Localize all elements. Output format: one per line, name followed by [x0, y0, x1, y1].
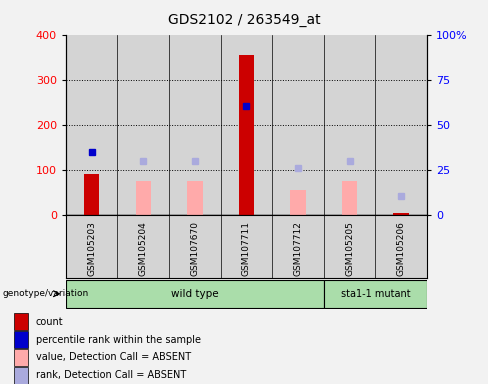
Text: GSM105204: GSM105204 — [139, 221, 148, 276]
Text: rank, Detection Call = ABSENT: rank, Detection Call = ABSENT — [36, 370, 186, 380]
Text: GSM107712: GSM107712 — [293, 221, 303, 276]
Bar — [393, 213, 409, 215]
Text: value, Detection Call = ABSENT: value, Detection Call = ABSENT — [36, 353, 191, 362]
Bar — [15, 349, 28, 366]
Text: sta1-1 mutant: sta1-1 mutant — [341, 289, 410, 299]
Text: count: count — [36, 317, 63, 327]
Bar — [290, 190, 306, 215]
Bar — [342, 181, 357, 215]
Bar — [375, 35, 427, 215]
Text: GSM105205: GSM105205 — [345, 221, 354, 276]
Text: genotype/variation: genotype/variation — [2, 289, 89, 298]
Bar — [136, 181, 151, 215]
Bar — [324, 280, 427, 308]
Bar — [118, 35, 169, 215]
Bar — [239, 55, 254, 215]
Bar — [187, 181, 203, 215]
Bar — [169, 35, 221, 215]
Text: GSM107670: GSM107670 — [190, 221, 200, 276]
Text: GSM107711: GSM107711 — [242, 221, 251, 276]
Text: percentile rank within the sample: percentile rank within the sample — [36, 334, 201, 344]
Bar — [15, 331, 28, 348]
Text: GSM105203: GSM105203 — [87, 221, 96, 276]
Bar — [15, 367, 28, 384]
Bar — [272, 35, 324, 215]
Bar — [84, 174, 100, 215]
Text: wild type: wild type — [171, 289, 219, 299]
Bar — [15, 313, 28, 330]
Bar — [324, 35, 375, 215]
Text: GDS2102 / 263549_at: GDS2102 / 263549_at — [168, 13, 320, 27]
Text: GSM105206: GSM105206 — [397, 221, 406, 276]
Bar — [66, 280, 324, 308]
Bar — [221, 35, 272, 215]
Bar — [66, 35, 118, 215]
